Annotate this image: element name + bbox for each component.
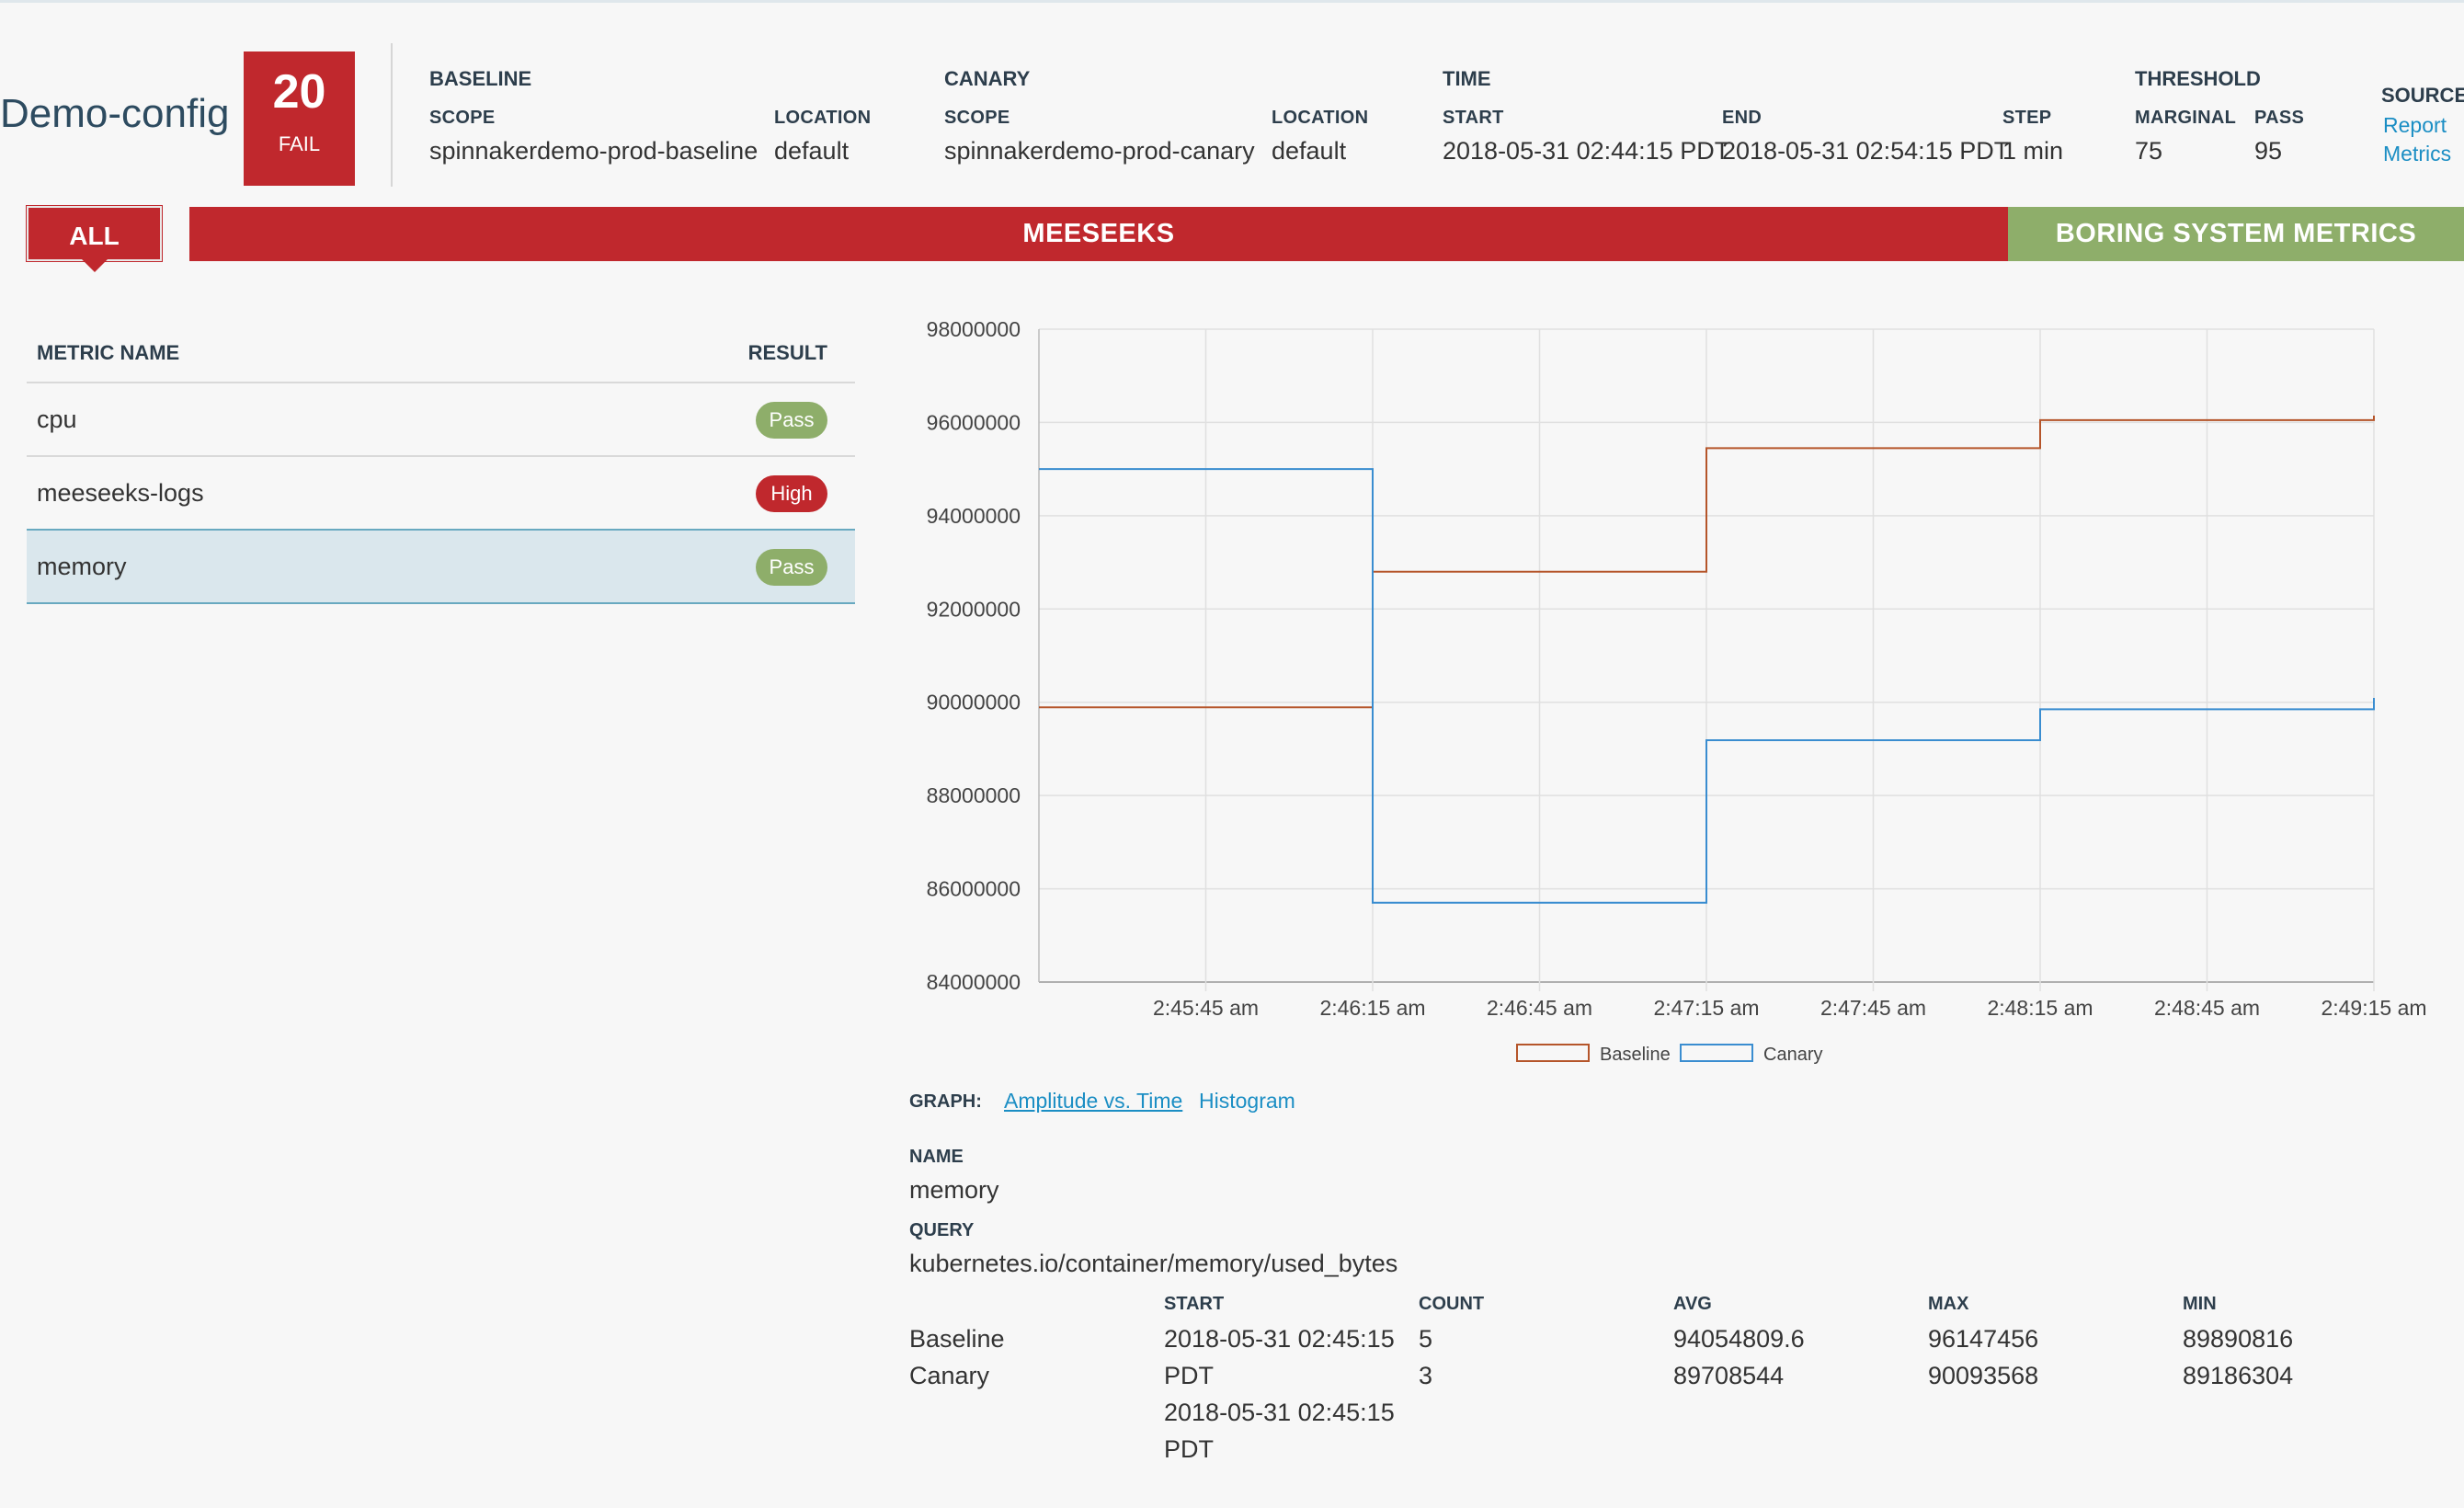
score-value: 20 [272, 65, 326, 119]
canary-scope-label: SCOPE [944, 108, 1010, 128]
column-result: RESULT [747, 341, 827, 364]
graph-amplitude-link[interactable]: Amplitude vs. Time [1004, 1089, 1183, 1113]
x-tick-label: 2:48:15 am [1987, 996, 2093, 1020]
threshold-marginal-label: MARGINAL [2135, 108, 2237, 128]
stats-canary-avg: 89708544 [1673, 1362, 1785, 1389]
result-pill: High [756, 475, 827, 512]
legend-swatch-canary [1680, 1044, 1753, 1062]
y-tick-label: 88000000 [927, 783, 1021, 807]
score-status: FAIL [278, 132, 321, 155]
threshold-section-label: THRESHOLD [2135, 67, 2261, 90]
metric-row-meeseeks-logs[interactable]: meeseeks-logs High [27, 457, 855, 531]
stats-header-max: MAX [1928, 1294, 1969, 1314]
stats-baseline-max: 96147456 [1928, 1325, 2039, 1353]
result-pill: Pass [756, 402, 827, 439]
baseline-scope: spinnakerdemo-prod-baseline [429, 137, 759, 165]
graph-label: GRAPH: [909, 1091, 982, 1112]
amplitude-time-chart: 98000000 96000000 94000000 92000000 90000000… [927, 317, 2427, 1065]
y-tick-label: 84000000 [927, 970, 1021, 994]
y-tick-label: 94000000 [927, 504, 1021, 528]
metric-detail-name: memory [909, 1176, 999, 1204]
series-line-canary [1039, 468, 2375, 904]
metric-query: kubernetes.io/container/memory/used_byte… [909, 1250, 1398, 1277]
source-metrics-link[interactable]: Metrics [2383, 142, 2452, 166]
stats-canary-min: 89186304 [2183, 1362, 2294, 1389]
column-metric-name: METRIC NAME [37, 341, 180, 364]
stats-baseline-count: 5 [1419, 1325, 1433, 1353]
stats-canary-max: 90093568 [1928, 1362, 2039, 1389]
x-tick-label: 2:47:15 am [1653, 996, 1759, 1020]
x-tick-label: 2:47:45 am [1820, 996, 1926, 1020]
time-section-label: TIME [1443, 67, 1491, 90]
y-tick-label: 86000000 [927, 877, 1021, 901]
x-tick-label: 2:48:45 am [2154, 996, 2260, 1020]
stats-baseline-label: Baseline [909, 1325, 1005, 1353]
metric-table: METRIC NAME RESULT cpu Pass meeseeks-log… [27, 325, 855, 604]
name-label: NAME [909, 1147, 964, 1167]
x-tick-label: 2:45:45 am [1153, 996, 1259, 1020]
result-pill: Pass [756, 549, 827, 586]
threshold-pass-label: PASS [2254, 108, 2305, 128]
threshold-pass: 95 [2254, 137, 2283, 165]
stats-baseline-avg: 94054809.6 [1673, 1325, 1805, 1353]
stats-baseline-start-date: 2018-05-31 02:45:15 [1164, 1325, 1395, 1353]
x-tick-label: 2:46:45 am [1487, 996, 1592, 1020]
time-step-label: STEP [2002, 108, 2052, 128]
metric-row-cpu[interactable]: cpu Pass [27, 383, 855, 457]
time-step: 1 min [2002, 137, 2064, 165]
time-end: 2018-05-31 02:54:15 PDT [1722, 137, 2010, 165]
stats-canary-label: Canary [909, 1362, 990, 1389]
canary-section-label: CANARY [944, 67, 1031, 90]
canary-location: default [1272, 137, 1347, 165]
stats-header-min: MIN [2183, 1294, 2217, 1314]
stats-header-avg: AVG [1673, 1294, 1712, 1314]
threshold-marginal: 75 [2135, 137, 2163, 165]
canary-location-label: LOCATION [1272, 108, 1369, 128]
canary-scope: spinnakerdemo-prod-canary [944, 137, 1255, 165]
stats-header-start: START [1164, 1294, 1225, 1314]
time-start-label: START [1443, 108, 1504, 128]
config-title: Demo-config [0, 91, 230, 136]
tab-boring-system-metrics[interactable]: BORING SYSTEM METRICS [2008, 207, 2464, 261]
stats-canary-start-date: 2018-05-31 02:45:15 [1164, 1399, 1395, 1426]
source-report-link[interactable]: Report [2383, 113, 2447, 137]
baseline-scope-label: SCOPE [429, 108, 496, 128]
tab-all-active-indicator [82, 259, 108, 272]
baseline-location-label: LOCATION [774, 108, 872, 128]
header-divider [391, 43, 393, 187]
x-tick-label: 2:46:15 am [1319, 996, 1425, 1020]
stats-baseline-start-tz: PDT [1164, 1362, 1214, 1389]
y-tick-label: 92000000 [927, 597, 1021, 621]
baseline-location: default [774, 137, 850, 165]
metric-table-header: METRIC NAME RESULT [27, 325, 855, 383]
tab-meeseeks[interactable]: MEESEEKS [189, 207, 2008, 261]
y-tick-label: 90000000 [927, 691, 1021, 714]
stats-header-count: COUNT [1419, 1294, 1485, 1314]
metric-name: meeseeks-logs [37, 479, 204, 507]
stats-canary-start-tz: PDT [1164, 1435, 1214, 1463]
time-start: 2018-05-31 02:44:15 PDT [1443, 137, 1730, 165]
metric-row-memory[interactable]: memory Pass [27, 529, 855, 604]
stats-canary-count: 3 [1419, 1362, 1433, 1389]
legend-swatch-baseline [1516, 1044, 1590, 1062]
legend-label-baseline: Baseline [1600, 1045, 1671, 1065]
score-badge: 20 FAIL [244, 51, 355, 186]
y-tick-label: 98000000 [927, 317, 1021, 341]
source-section-label: SOURCE [2381, 84, 2464, 107]
x-tick-label: 2:49:15 am [2321, 996, 2426, 1020]
tab-all[interactable]: ALL [26, 205, 163, 262]
time-end-label: END [1722, 108, 1762, 128]
metric-name: memory [37, 553, 127, 580]
y-tick-label: 96000000 [927, 410, 1021, 434]
graph-histogram-link[interactable]: Histogram [1199, 1089, 1295, 1113]
query-label: QUERY [909, 1220, 975, 1240]
stats-baseline-min: 89890816 [2183, 1325, 2294, 1353]
baseline-section-label: BASELINE [429, 67, 532, 90]
metric-name: cpu [37, 406, 77, 433]
legend-label-canary: Canary [1763, 1045, 1822, 1065]
